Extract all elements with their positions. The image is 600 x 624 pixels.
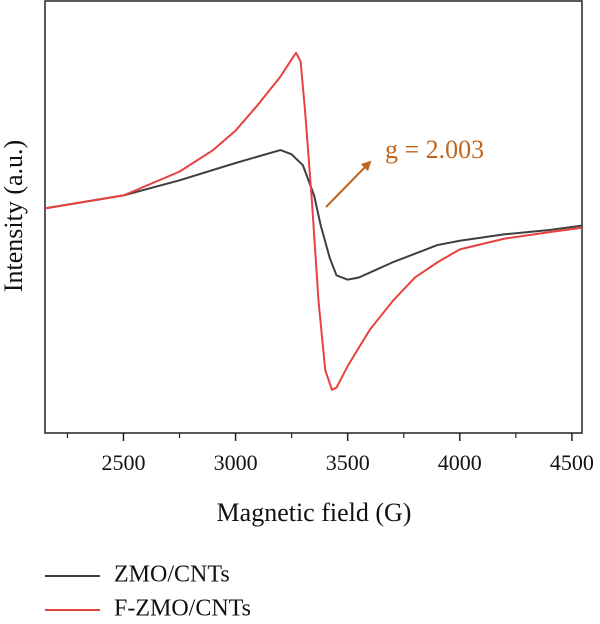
annotation: g = 2.003 [385, 135, 484, 164]
x-tick-label: 2500 [101, 450, 145, 475]
annotation-arrow [325, 160, 372, 208]
x-tick-label: 4000 [438, 450, 482, 475]
x-axis-label: Magnetic field (G) [217, 498, 412, 527]
series-line [44, 51, 583, 391]
x-tick-label: 4500 [550, 450, 594, 475]
legend-label: ZMO/CNTs [114, 562, 230, 588]
x-tick-label: 3500 [326, 450, 370, 475]
legend-label: F-ZMO/CNTs [114, 596, 251, 622]
series-line [44, 149, 583, 281]
x-tick-label: 3000 [214, 450, 258, 475]
y-axis-label: Intensity (a.u.) [0, 140, 28, 292]
plot-frame [44, 0, 583, 434]
